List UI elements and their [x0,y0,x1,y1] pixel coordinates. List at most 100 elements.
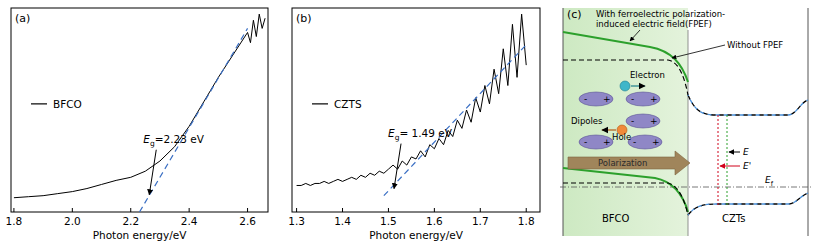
dipole-charge: - [631,116,634,126]
electron-label: Electron [630,70,665,80]
hole-arrow [602,129,616,130]
interface [688,30,689,236]
x-tick [296,208,297,212]
cb-czts [688,95,808,115]
chart: 1.8 2.0 2.2 2.4 2.6 Photon energy/eV (a) BFCO Eg… [6,8,268,241]
data-line [297,14,527,185]
energy-label: E [743,147,749,157]
plot-frame [292,8,540,212]
series-group [297,14,527,196]
guide [727,115,728,205]
material-label: BFCO [602,213,630,224]
fpef-label: With ferroelectric polarization- [596,9,725,19]
dipole [626,92,660,106]
vb-no-fpef [563,183,688,215]
legend-swatch [31,103,47,104]
x-tick [247,208,248,212]
energy-subscript: f [771,180,774,188]
annotation-text: =2.23 eV [155,133,205,145]
dipole-charge: + [650,94,658,104]
bfco-region [563,8,688,236]
x-tick-label: 2.6 [239,215,256,227]
annotation-text: = 1.49 eV [399,127,452,139]
x-tick-label: 1.8 [518,215,535,227]
annotation-arrow [149,150,156,195]
x-tick-label: 1.6 [426,215,443,227]
x-tick-label: 1.7 [472,215,489,227]
fpef-label: induced electric field(FPEF) [596,19,712,29]
x-tick [13,208,14,212]
dipole-charge: - [633,137,636,147]
data-line [14,14,265,198]
dipole-charge: - [584,137,587,147]
guide [718,115,719,205]
boundary [563,8,564,236]
x-tick [480,208,481,212]
vb-czts [688,193,808,215]
x-tick-label: 1.3 [288,215,305,227]
energy-label: E' [743,161,751,171]
energy-label: Ef [765,175,774,188]
x-tick [434,208,435,212]
panel-label: (b) [296,12,312,25]
dipole-charge: + [603,94,611,104]
dipoles-label: Dipoles [571,116,603,126]
annotation-arrow [394,144,401,189]
x-axis-label: Photon energy/eV [93,229,188,241]
no-fpef-label: Without FPEF [727,40,783,50]
legend-swatch [312,103,328,104]
energy-arrow [720,166,740,167]
cb-fpef [563,32,688,82]
dipole-charge: + [650,116,658,126]
x-tick [388,208,389,212]
plot-frame [11,8,268,212]
x-tick-label: 1.8 [6,215,23,227]
vb-fpef [563,168,688,212]
x-tick [526,208,527,212]
fit-line [140,28,248,212]
fpef-arrow [630,30,640,41]
x-tick-label: 2.0 [64,215,81,227]
dipole [628,135,662,149]
cb-no-fpef [563,60,688,95]
vb-czts [688,193,808,215]
dipole [579,92,613,106]
dipole [579,135,613,149]
annotation: Eg= 1.49 eV [388,127,453,142]
dipole-charge: - [631,94,634,104]
no-fpef-arrow [672,45,725,58]
electron [620,81,630,91]
x-tick-label: 2.2 [122,215,139,227]
x-tick-label: 1.5 [380,215,397,227]
x-tick [130,208,131,212]
polarization-label: Polarization [598,158,647,168]
dipole-charge: + [652,137,660,147]
x-tick [72,208,73,212]
x-tick [189,208,190,212]
dipole-charge: + [603,137,611,147]
material-label: CZTs [722,213,746,224]
dipole [626,114,660,128]
x-tick [342,208,343,212]
band-diagram: Polarization - + - + - + - + - + Dipoles Electron Hol… [560,8,812,236]
fit-line [384,45,526,196]
series-group [14,14,265,212]
figure: 1.8 2.0 2.2 2.4 2.6 Photon energy/eV (a) BFCO Eg… [0,0,814,243]
boundary [808,8,809,236]
fermi-level [560,187,812,188]
chart: 1.3 1.4 1.5 1.6 1.7 1.8 Photon energy/eV (b) CZT… [288,8,540,241]
energy-arrow [729,152,740,153]
x-tick-label: 1.4 [334,215,351,227]
polarization-arrow [568,151,690,175]
legend-label: CZTS [334,98,362,110]
electron-arrow [631,85,645,86]
hole-label: Hole [612,132,631,142]
legend-label: BFCO [53,98,82,110]
annotation: Eg=2.23 eV [143,133,204,148]
panel-label: (c) [567,8,582,21]
cb-czts [688,95,808,115]
panel-label: (a) [15,12,30,25]
x-tick-label: 2.4 [181,215,198,227]
x-axis-label: Photon energy/eV [369,229,464,241]
dipole-charge: - [584,94,587,104]
